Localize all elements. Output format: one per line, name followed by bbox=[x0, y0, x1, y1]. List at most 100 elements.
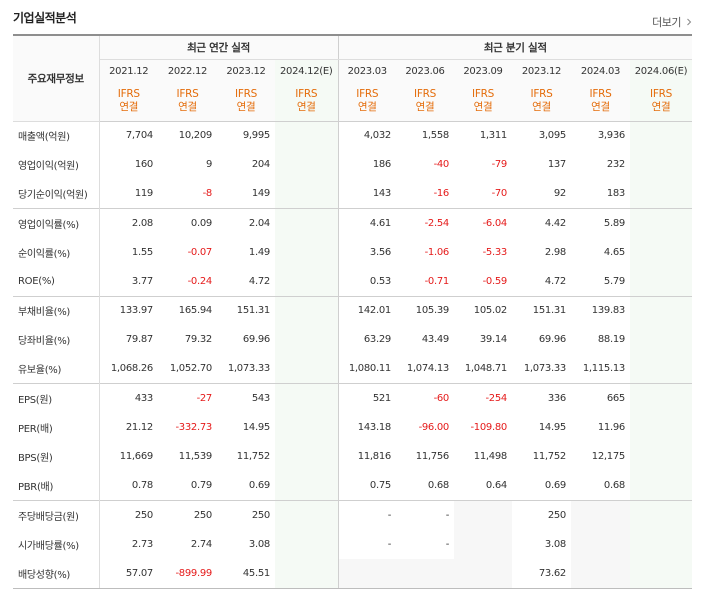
table-cell: 79.32 bbox=[184, 334, 212, 346]
table-cell: 92 bbox=[553, 188, 566, 200]
table-cell bbox=[630, 499, 692, 530]
row-label: 당기순이익(억원) bbox=[13, 179, 100, 209]
table-cell: 139.83 bbox=[571, 295, 630, 326]
table-cell: 1.55 bbox=[131, 246, 153, 258]
period-header: 2023.03 bbox=[337, 59, 396, 88]
table-cell bbox=[630, 237, 692, 267]
row-label: 순이익률(%) bbox=[13, 237, 100, 267]
table-cell bbox=[275, 442, 338, 472]
table-cell: 39.14 bbox=[479, 334, 507, 346]
row-label: 영업이익률(%) bbox=[13, 208, 100, 238]
table-cell bbox=[275, 471, 338, 501]
table-cell: 0.75 bbox=[337, 471, 396, 501]
accounting-standard-line2: 연결 bbox=[591, 101, 610, 113]
period-header: 2021.12 bbox=[99, 59, 158, 88]
table-cell: -5.33 bbox=[482, 246, 508, 258]
period-header: 2024.12(E) bbox=[275, 59, 338, 88]
table-cell bbox=[630, 558, 692, 589]
table-row: BPS(원) 11,669 11,539 11,752 11,816 11,756 11,4… bbox=[13, 442, 692, 472]
more-link[interactable]: 더보기 bbox=[652, 14, 692, 30]
accounting-standard-line2: 연결 bbox=[236, 101, 256, 113]
table-cell: 4.61 bbox=[337, 208, 396, 238]
table-cell bbox=[630, 266, 692, 297]
table-cell: -1.06 bbox=[424, 246, 450, 258]
table-cell bbox=[630, 412, 692, 443]
row-label: 시가배당률(%) bbox=[13, 529, 100, 559]
table-cell bbox=[275, 499, 338, 530]
table-cell bbox=[630, 295, 692, 326]
table-cell: -96.00 bbox=[418, 421, 450, 433]
row-label: 주당배당금(원) bbox=[13, 499, 100, 530]
table-cell: -0.59 bbox=[482, 275, 508, 287]
table-cell: -70 bbox=[491, 188, 508, 200]
table-row: 순이익률(%) 1.55 -0.07 1.49 3.56 -1.06 -5.33 2.98 4.… bbox=[13, 237, 692, 267]
table-cell: -0.71 bbox=[424, 275, 450, 287]
table-cell: -6.04 bbox=[454, 208, 512, 238]
table-cell: 250 bbox=[512, 499, 571, 530]
table-cell: 204 bbox=[251, 159, 270, 171]
accounting-standard-line1: IFRS bbox=[295, 88, 318, 100]
table-cell: -899.99 bbox=[158, 558, 217, 589]
table-cell: 4.42 bbox=[512, 208, 571, 238]
table-cell bbox=[630, 383, 692, 413]
table-cell: 1,115.13 bbox=[582, 363, 625, 375]
accounting-standard-label: IFRS 연결 bbox=[275, 88, 338, 122]
table-cell: 5.79 bbox=[603, 275, 625, 287]
table-cell bbox=[454, 529, 512, 559]
table-row: 부채비율(%) 133.97 165.94 151.31 142.01 105.39 105… bbox=[13, 295, 692, 326]
table-cell: -79 bbox=[491, 159, 508, 171]
table-cell: 4.72 bbox=[248, 275, 270, 287]
table-cell: 1,052.70 bbox=[169, 363, 212, 375]
accounting-standard-line1: IFRS bbox=[176, 88, 199, 100]
table-row: 당좌비율(%) 79.87 79.32 69.96 63.29 43.49 39.14 69.… bbox=[13, 325, 692, 355]
period-header: 2023.09 bbox=[454, 59, 512, 88]
table-cell: 3,936 bbox=[597, 130, 625, 142]
table-cell: 0.09 bbox=[158, 208, 217, 238]
table-cell bbox=[630, 150, 692, 180]
table-cell: 11,498 bbox=[473, 451, 508, 463]
period-header: 2023.06 bbox=[396, 59, 454, 88]
table-cell bbox=[571, 558, 630, 589]
table-cell bbox=[630, 208, 692, 238]
table-cell: 1.49 bbox=[248, 246, 270, 258]
accounting-standard-line1: IFRS bbox=[530, 88, 553, 100]
table-cell bbox=[275, 237, 338, 267]
table-cell: - bbox=[337, 499, 396, 530]
chevron-right-icon bbox=[687, 18, 692, 26]
accounting-standard-label: IFRS 연결 bbox=[512, 88, 571, 122]
accounting-standard-line2: 연결 bbox=[296, 101, 316, 113]
table-row: 영업이익률(%) 2.08 0.09 2.04 4.61 -2.54 -6.04 4.42 5.… bbox=[13, 208, 692, 238]
table-cell bbox=[275, 179, 338, 209]
table-cell: -0.07 bbox=[187, 246, 213, 258]
table-cell bbox=[630, 471, 692, 501]
table-row: 주당배당금(원) 250 250 250- -250 bbox=[13, 499, 692, 530]
table-cell bbox=[454, 558, 512, 589]
table-cell: 133.97 bbox=[99, 295, 158, 326]
table-cell: 9,995 bbox=[242, 130, 270, 142]
accounting-standard-line2: 연결 bbox=[532, 101, 551, 113]
table-cell: -109.80 bbox=[470, 421, 508, 433]
row-label: 영업이익(억원) bbox=[13, 150, 100, 180]
table-cell: 142.01 bbox=[337, 295, 396, 326]
table-cell: 14.95 bbox=[242, 421, 270, 433]
table-cell: -254 bbox=[454, 383, 512, 413]
table-cell: 0.78 bbox=[131, 480, 153, 492]
table-cell: 1,080.11 bbox=[337, 354, 396, 384]
group-annual: 최근 연간 실적 bbox=[99, 35, 338, 60]
table-cell: 143 bbox=[337, 179, 396, 209]
table-cell: 3.56 bbox=[337, 237, 396, 267]
table-cell: 9 bbox=[205, 159, 212, 171]
table-cell: 336 bbox=[512, 383, 571, 413]
table-cell: 165.94 bbox=[158, 295, 217, 326]
table-cell: 105.02 bbox=[454, 295, 512, 326]
table-cell: 137 bbox=[547, 159, 566, 171]
table-cell: 63.29 bbox=[337, 325, 396, 355]
table-cell: -2.54 bbox=[396, 208, 454, 238]
row-label: PER(배) bbox=[13, 412, 100, 443]
table-cell: 2.04 bbox=[217, 208, 275, 238]
table-cell: 433 bbox=[99, 383, 158, 413]
table-cell: 45.51 bbox=[217, 558, 275, 589]
table-cell: 160 bbox=[134, 159, 153, 171]
table-cell: 57.07 bbox=[99, 558, 158, 589]
accounting-standard-line2: 연결 bbox=[357, 101, 377, 113]
